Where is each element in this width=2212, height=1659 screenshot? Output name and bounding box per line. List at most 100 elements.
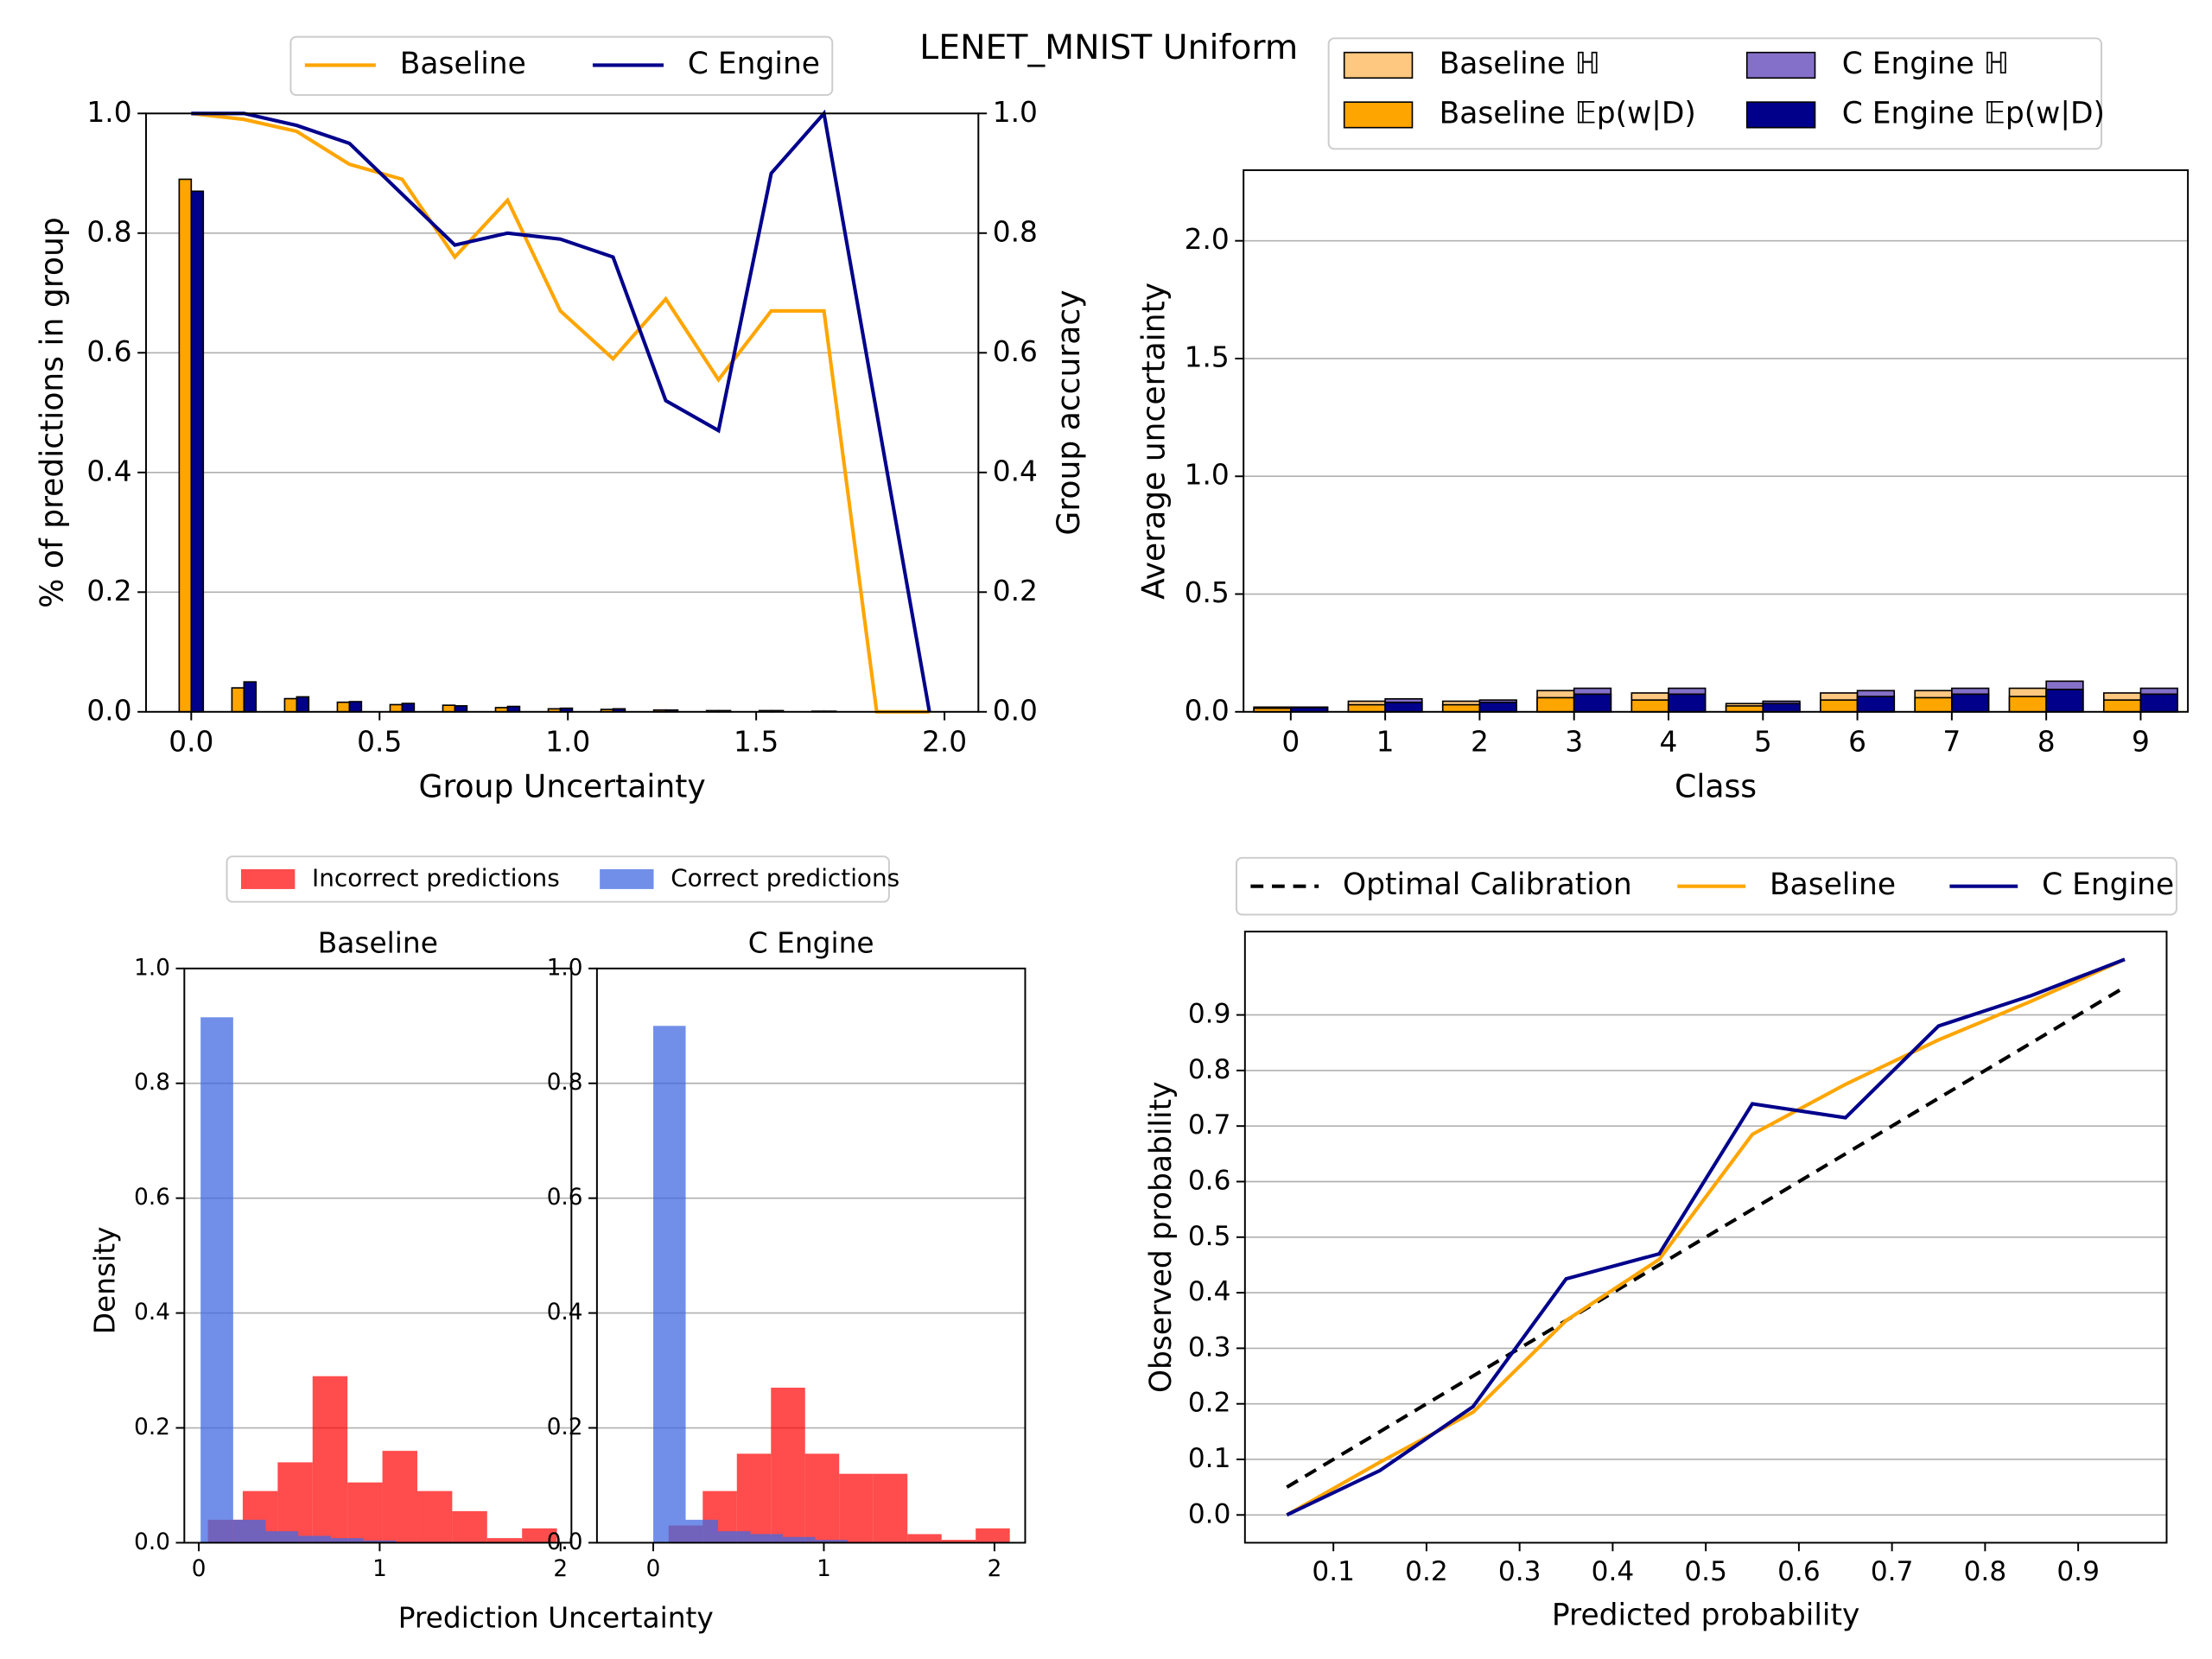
histogram-bar	[416, 1491, 453, 1543]
histogram-bar	[976, 1528, 1010, 1543]
bar	[1951, 693, 1990, 713]
bar	[1630, 699, 1669, 713]
y-tick-label: 0.6	[993, 335, 1038, 368]
legend-label: Optimal Calibration	[1343, 868, 1632, 902]
x-tick-label: 7	[1942, 725, 1961, 758]
y-tick-label: 0.0	[993, 694, 1038, 727]
bar	[283, 697, 298, 713]
bar	[442, 704, 456, 713]
bar	[1478, 702, 1517, 713]
legend-label: C Engine 𝔼p(w|D)	[1842, 96, 2105, 130]
bar	[2139, 693, 2178, 713]
bar	[336, 701, 351, 713]
x-tick-label: 0.6	[1777, 1556, 1821, 1587]
bar	[1914, 696, 1953, 713]
x-tick-label: 0	[1281, 725, 1300, 758]
legend-label: Baseline	[400, 47, 526, 81]
bar	[2008, 696, 2047, 713]
y-tick-label: 1.0	[547, 955, 583, 981]
y-tick-label: 0.1	[1188, 1443, 1231, 1474]
y-tick-label: 0.0	[86, 694, 131, 727]
y-tick-label: 0.2	[547, 1414, 583, 1440]
bar	[454, 705, 468, 713]
y-tick-label: 0.8	[134, 1070, 170, 1096]
y-tick-label: 0.4	[993, 454, 1038, 487]
y-tick-label: 0.6	[547, 1185, 583, 1211]
x-tick-label: 1.0	[545, 725, 590, 758]
x-tick-label: 0.5	[1684, 1556, 1727, 1587]
line	[1286, 957, 2126, 1517]
plot-frame	[145, 112, 980, 713]
y-tick-label: 0.4	[86, 454, 131, 487]
y-tick-label: 0.6	[1188, 1165, 1231, 1196]
x-tick-label: 0.5	[357, 725, 402, 758]
x-tick-label: 5	[1754, 725, 1772, 758]
axis-label: Predicted probability	[1552, 1598, 1860, 1632]
x-tick-label: 0.7	[1871, 1556, 1914, 1587]
y-tick-label: 0.4	[547, 1300, 583, 1325]
bar	[401, 702, 416, 713]
line	[1286, 985, 2126, 1489]
y-tick-label: 0.0	[547, 1529, 583, 1555]
histogram-bar	[736, 1453, 772, 1543]
y-tick-label: 0.8	[1188, 1054, 1231, 1085]
legend-label: Baseline 𝔼p(w|D)	[1440, 96, 1696, 130]
y-tick-label: 0.0	[134, 1529, 170, 1555]
bar	[1820, 699, 1859, 713]
axis-label: Average uncertainty	[1135, 283, 1172, 600]
histogram-bar	[277, 1462, 313, 1543]
y-tick-label: 0.2	[134, 1414, 170, 1440]
y-tick-label: 1.5	[1185, 340, 1230, 373]
histogram-bar	[232, 1519, 266, 1543]
y-tick-label: 1.0	[86, 96, 131, 129]
legend	[1327, 37, 2102, 150]
legend-label: C Engine	[2042, 868, 2174, 902]
histogram-bar	[815, 1540, 849, 1543]
histogram-bar	[839, 1473, 874, 1543]
bar	[1668, 693, 1707, 713]
legend	[289, 35, 834, 96]
y-tick-label: 0.6	[86, 335, 131, 368]
y-tick-label: 0.8	[86, 215, 131, 248]
y-tick-label: 2.0	[1185, 223, 1230, 256]
axis-label: Density	[89, 1226, 122, 1334]
panel-title: C Engine	[748, 926, 874, 959]
histogram-bar	[873, 1473, 908, 1543]
x-tick-label: 1	[817, 1556, 831, 1582]
y-tick-label: 1.0	[134, 955, 170, 981]
bar	[1725, 705, 1764, 713]
histogram-bar	[653, 1026, 686, 1543]
y-tick-label: 0.6	[134, 1185, 170, 1211]
axis-label: Group accuracy	[1050, 289, 1087, 535]
x-tick-label: 1	[372, 1556, 387, 1582]
bar	[1441, 703, 1481, 713]
y-tick-label: 0.8	[547, 1070, 583, 1096]
x-tick-label: 1	[1376, 725, 1395, 758]
histogram-bar	[941, 1540, 976, 1543]
bar	[231, 687, 245, 713]
legend-swatch	[1343, 101, 1414, 129]
axis-label: Observed probability	[1144, 1082, 1179, 1394]
axis-label: Class	[1675, 767, 1757, 804]
bar	[348, 701, 363, 713]
bar	[296, 696, 310, 713]
axis-label: Prediction Uncertainty	[398, 1602, 714, 1635]
legend-label: Incorrect predictions	[312, 863, 560, 892]
histogram-bar	[200, 1017, 233, 1543]
x-tick-label: 0.2	[1405, 1556, 1448, 1587]
histogram-bar	[363, 1540, 397, 1543]
bar	[2045, 689, 2084, 713]
bar	[1347, 703, 1386, 713]
histogram-bar	[522, 1528, 557, 1543]
bar	[243, 681, 257, 713]
histogram-bar	[750, 1534, 784, 1543]
legend-swatch	[1745, 101, 1816, 129]
x-tick-label: 2	[1471, 725, 1489, 758]
x-tick-label: 0	[646, 1556, 661, 1582]
histogram-bar	[486, 1538, 523, 1543]
x-tick-label: 2	[553, 1556, 568, 1582]
x-tick-label: 4	[1660, 725, 1678, 758]
histogram-bar	[718, 1531, 751, 1543]
